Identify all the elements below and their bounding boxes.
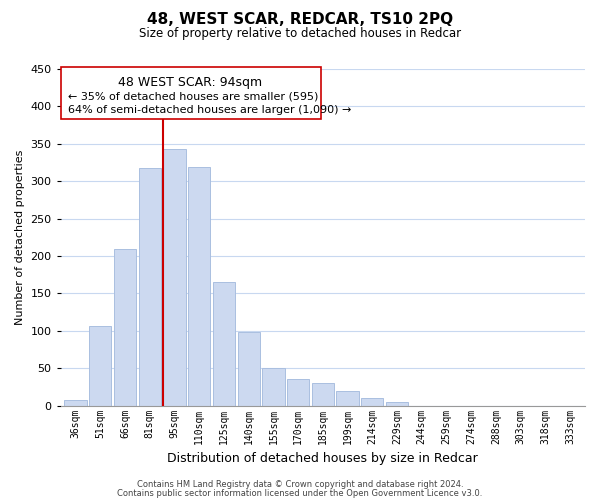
Bar <box>163 149 185 406</box>
Bar <box>139 168 161 406</box>
Text: Contains HM Land Registry data © Crown copyright and database right 2024.: Contains HM Land Registry data © Crown c… <box>137 480 463 489</box>
Bar <box>312 383 334 406</box>
Bar <box>337 392 359 406</box>
Bar <box>64 400 86 406</box>
X-axis label: Distribution of detached houses by size in Redcar: Distribution of detached houses by size … <box>167 452 478 465</box>
Y-axis label: Number of detached properties: Number of detached properties <box>15 150 25 325</box>
Text: 48, WEST SCAR, REDCAR, TS10 2PQ: 48, WEST SCAR, REDCAR, TS10 2PQ <box>147 12 453 28</box>
Bar <box>89 326 112 406</box>
Text: Size of property relative to detached houses in Redcar: Size of property relative to detached ho… <box>139 28 461 40</box>
Bar <box>386 402 408 406</box>
Text: 64% of semi-detached houses are larger (1,090) →: 64% of semi-detached houses are larger (… <box>68 105 352 115</box>
Text: ← 35% of detached houses are smaller (595): ← 35% of detached houses are smaller (59… <box>68 92 319 102</box>
Bar <box>213 282 235 406</box>
Bar <box>238 332 260 406</box>
Bar <box>361 398 383 406</box>
Bar <box>114 248 136 406</box>
Bar <box>188 167 211 406</box>
Text: 48 WEST SCAR: 94sqm: 48 WEST SCAR: 94sqm <box>118 76 263 90</box>
FancyBboxPatch shape <box>61 68 320 120</box>
Bar <box>262 368 284 406</box>
Text: Contains public sector information licensed under the Open Government Licence v3: Contains public sector information licen… <box>118 488 482 498</box>
Bar <box>287 378 309 406</box>
